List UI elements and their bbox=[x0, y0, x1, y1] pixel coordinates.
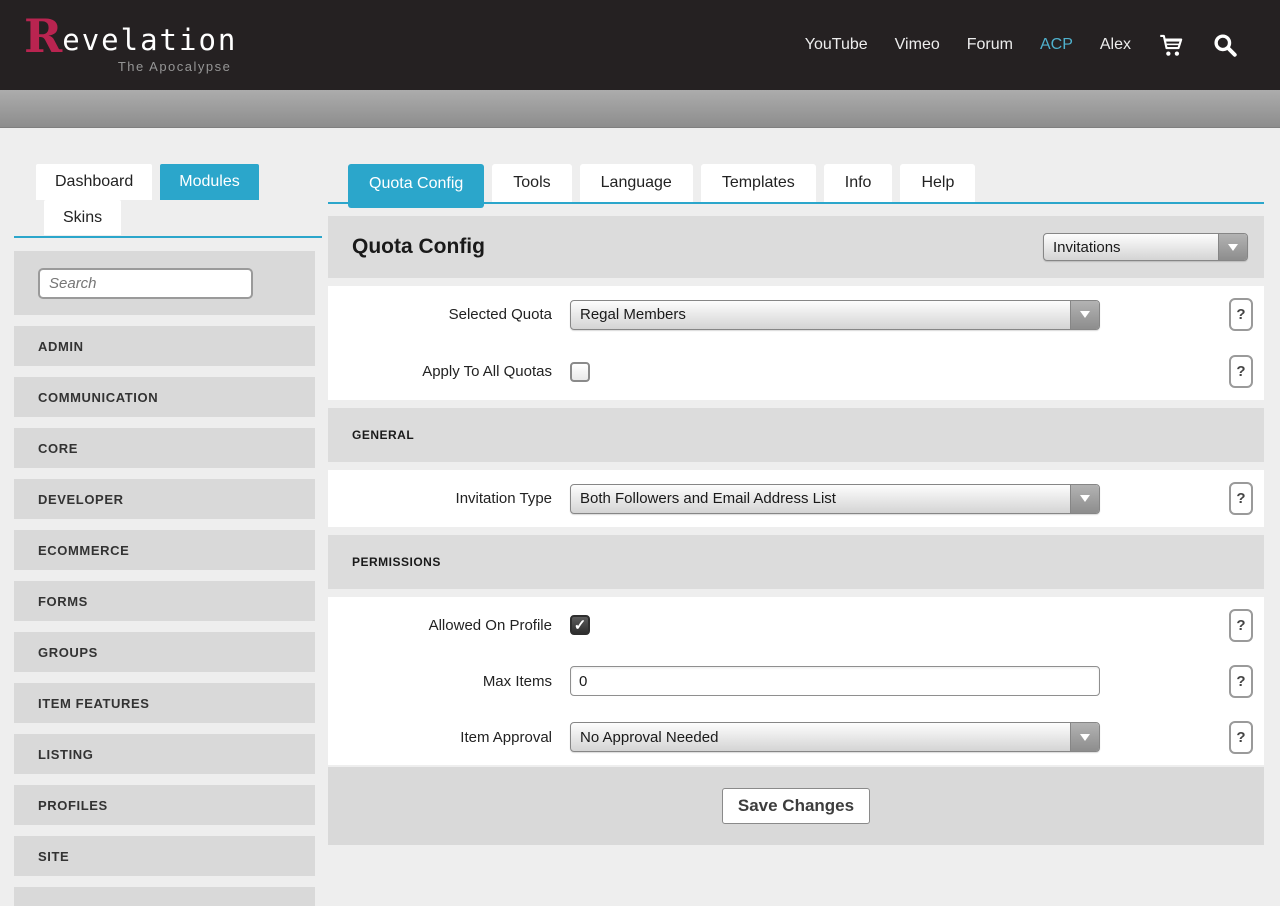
tab-tools[interactable]: Tools bbox=[492, 164, 572, 202]
tab-help[interactable]: Help bbox=[900, 164, 976, 202]
tab-language[interactable]: Language bbox=[579, 164, 693, 202]
sidebar-tab-skins[interactable]: Skins bbox=[44, 200, 122, 235]
section-header-permissions: PERMISSIONS bbox=[328, 535, 1264, 589]
allowed-on-profile-label: Allowed On Profile bbox=[428, 616, 552, 634]
item-approval-help-button[interactable]: ? bbox=[1229, 720, 1253, 754]
max-items-input[interactable] bbox=[570, 666, 1100, 696]
sidebar-search-panel bbox=[14, 251, 315, 315]
nav-item-vimeo[interactable]: Vimeo bbox=[894, 36, 940, 53]
module-select[interactable]: Invitations bbox=[1043, 233, 1248, 261]
sidebar-item-groups[interactable]: GROUPS bbox=[14, 632, 315, 672]
sidebar-item-admin[interactable]: ADMIN bbox=[14, 326, 315, 366]
save-button[interactable]: Save Changes bbox=[721, 788, 871, 824]
general-block: Invitation Type Both Followers and Email… bbox=[328, 470, 1264, 527]
sidebar-item-forms[interactable]: FORMS bbox=[14, 581, 315, 621]
selected-quota-label: Selected Quota bbox=[448, 306, 552, 323]
nav-item-forum[interactable]: Forum bbox=[966, 36, 1013, 53]
sidebar-tab-modules[interactable]: Modules bbox=[160, 164, 259, 200]
apply-all-label: Apply To All Quotas bbox=[422, 363, 552, 380]
sidebar-accent-divider bbox=[14, 236, 322, 238]
sidebar-item-item-features[interactable]: ITEM FEATURES bbox=[14, 683, 315, 723]
logo-text: evelation bbox=[62, 22, 238, 57]
max-items-help-button[interactable]: ? bbox=[1229, 664, 1253, 698]
sidebar-item-profiles[interactable]: PROFILES bbox=[14, 785, 315, 825]
sidebar-item-ecommerce[interactable]: ECOMMERCE bbox=[14, 530, 315, 570]
form-footer: Save Changes bbox=[328, 767, 1264, 845]
page-title-band: Quota Config Invitations bbox=[328, 216, 1264, 278]
tab-accent-divider bbox=[328, 202, 1264, 204]
nav-item-youtube[interactable]: YouTube bbox=[804, 36, 868, 53]
top-navigation: YouTube Vimeo Forum ACP Alex bbox=[805, 32, 1238, 58]
chevron-down-icon bbox=[1070, 723, 1099, 751]
selected-quota-select[interactable]: Regal Members bbox=[570, 299, 1100, 330]
sidebar-item-clipped[interactable] bbox=[14, 887, 315, 906]
apply-all-help-button[interactable]: ? bbox=[1229, 355, 1253, 388]
sidebar-item-core[interactable]: CORE bbox=[14, 428, 315, 468]
quota-selection-block: Selected Quota Regal Members ? Apply To … bbox=[328, 286, 1264, 400]
chevron-down-icon bbox=[1218, 234, 1247, 260]
max-items-row: Max Items ? bbox=[328, 653, 1264, 709]
max-items-label: Max Items bbox=[482, 672, 552, 690]
page-content: Dashboard Modules Skins ADMIN COMMUNICAT… bbox=[0, 128, 1280, 906]
search-icon[interactable] bbox=[1212, 32, 1238, 58]
tab-quota-config[interactable]: Quota Config bbox=[348, 164, 485, 208]
apply-all-checkbox[interactable] bbox=[570, 361, 590, 382]
search-input[interactable] bbox=[38, 267, 253, 299]
item-approval-select[interactable]: No Approval Needed bbox=[570, 722, 1100, 752]
permissions-block: Allowed On Profile ? Max Items ? Item Ap… bbox=[328, 597, 1264, 765]
apply-all-row: Apply To All Quotas ? bbox=[328, 343, 1264, 400]
invitation-type-row: Invitation Type Both Followers and Email… bbox=[328, 470, 1264, 527]
item-approval-value: No Approval Needed bbox=[580, 728, 719, 746]
main-panel: Quota Config Tools Language Templates In… bbox=[328, 164, 1264, 906]
sidebar-tab-dashboard[interactable]: Dashboard bbox=[36, 164, 153, 200]
invitation-type-label: Invitation Type bbox=[455, 490, 552, 507]
module-tab-strip: Quota Config Tools Language Templates In… bbox=[328, 164, 1264, 208]
selected-quota-help-button[interactable]: ? bbox=[1229, 298, 1253, 331]
logo-tagline: The Apocalypse bbox=[117, 58, 232, 74]
chevron-down-icon bbox=[1070, 300, 1099, 329]
allowed-on-profile-help-button[interactable]: ? bbox=[1229, 608, 1253, 642]
selected-quota-value: Regal Members bbox=[580, 306, 686, 323]
invitation-type-value: Both Followers and Email Address List bbox=[580, 490, 836, 507]
module-select-value: Invitations bbox=[1053, 238, 1121, 256]
invitation-type-select[interactable]: Both Followers and Email Address List bbox=[570, 483, 1100, 514]
allowed-on-profile-row: Allowed On Profile ? bbox=[328, 597, 1264, 653]
section-header-general: GENERAL bbox=[328, 408, 1264, 462]
sidebar-item-developer[interactable]: DEVELOPER bbox=[14, 479, 315, 519]
item-approval-row: Item Approval No Approval Needed ? bbox=[328, 709, 1264, 765]
sidebar-item-listing[interactable]: LISTING bbox=[14, 734, 315, 774]
logo-initial: R bbox=[24, 9, 63, 64]
page-title: Quota Config bbox=[352, 235, 485, 258]
header-gradient-band bbox=[0, 90, 1280, 128]
chevron-down-icon bbox=[1070, 484, 1099, 513]
selected-quota-row: Selected Quota Regal Members ? bbox=[328, 286, 1264, 343]
sidebar-item-communication[interactable]: COMMUNICATION bbox=[14, 377, 315, 417]
nav-item-alex[interactable]: Alex bbox=[1099, 36, 1131, 53]
allowed-on-profile-checkbox[interactable] bbox=[570, 615, 590, 635]
tab-templates[interactable]: Templates bbox=[700, 164, 816, 202]
sidebar: Dashboard Modules Skins ADMIN COMMUNICAT… bbox=[0, 164, 328, 906]
cart-icon[interactable] bbox=[1158, 33, 1185, 58]
item-approval-label: Item Approval bbox=[460, 728, 552, 746]
invitation-type-help-button[interactable]: ? bbox=[1229, 482, 1253, 515]
tab-info[interactable]: Info bbox=[823, 164, 893, 202]
nav-item-acp[interactable]: ACP bbox=[1039, 36, 1073, 53]
sidebar-item-site[interactable]: SITE bbox=[14, 836, 315, 876]
